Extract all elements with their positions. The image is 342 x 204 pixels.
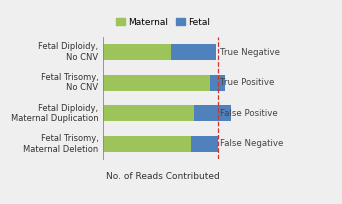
- Bar: [192, 136, 218, 152]
- Bar: [103, 105, 194, 121]
- Legend: Maternal, Fetal: Maternal, Fetal: [112, 14, 214, 31]
- Bar: [103, 136, 192, 152]
- Text: True Negative: True Negative: [220, 48, 280, 57]
- Bar: [194, 105, 231, 121]
- Bar: [210, 75, 225, 91]
- Text: True Positive: True Positive: [220, 78, 275, 87]
- Bar: [103, 44, 171, 60]
- Text: False Positive: False Positive: [220, 109, 278, 118]
- Text: No. of Reads Contributed: No. of Reads Contributed: [106, 172, 220, 181]
- Bar: [171, 44, 216, 60]
- Text: False Negative: False Negative: [220, 139, 284, 148]
- Bar: [103, 75, 210, 91]
